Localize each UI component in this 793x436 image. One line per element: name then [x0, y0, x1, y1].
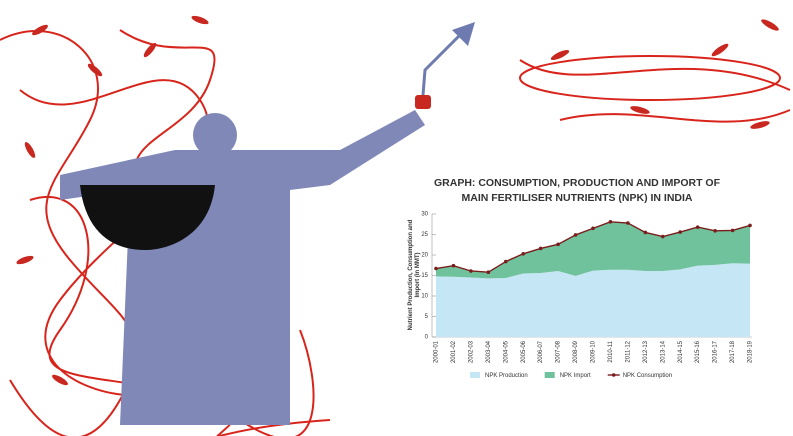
marker — [626, 221, 630, 225]
x-tick-label: 2016-17 — [713, 340, 719, 363]
marker — [434, 266, 438, 271]
x-tick-label: 2006-07 — [538, 340, 544, 363]
vine — [29, 195, 315, 436]
x-tick-label: 2007-08 — [556, 340, 562, 363]
y-tick-label: 30 — [421, 212, 428, 218]
x-tick-label: 2005-06 — [521, 340, 527, 363]
leaf — [32, 24, 48, 36]
x-tick-label: 2012-13 — [643, 340, 649, 363]
x-tick-label: 2001-02 — [451, 340, 457, 363]
x-tick-label: 2000-01 — [434, 340, 440, 363]
x-tick-label: 2015-16 — [695, 340, 701, 363]
area — [436, 221, 750, 279]
figure — [60, 22, 475, 425]
leaf — [24, 142, 36, 158]
leaf — [143, 42, 157, 58]
leaf — [761, 19, 779, 31]
x-tick-label: 2018-19 — [748, 340, 754, 363]
chart-title: GRAPH: CONSUMPTION, PRODUCTION AND IMPOR… — [433, 177, 721, 204]
y-tick-label: 5 — [425, 314, 429, 320]
marker — [486, 270, 491, 275]
legend-label: NPK Consumption — [623, 373, 672, 379]
marker — [730, 228, 735, 233]
marker — [748, 223, 752, 228]
bowl — [80, 185, 215, 250]
y-tick-label: 20 — [421, 253, 428, 259]
arrow — [421, 28, 467, 96]
y-tick-label: 25 — [421, 232, 428, 238]
legend-swatch — [470, 372, 480, 378]
leaf — [52, 374, 68, 386]
x-tick-label: 2014-15 — [678, 340, 684, 363]
leaf — [191, 15, 209, 25]
x-tick-label: 2011-12 — [625, 340, 631, 362]
x-tick-label: 2004-05 — [503, 340, 509, 363]
x-tick-label: 2013-14 — [660, 340, 666, 363]
x-tick-label: 2008-09 — [573, 340, 579, 363]
marker — [678, 230, 683, 234]
marker — [469, 269, 473, 273]
area — [436, 263, 750, 337]
head — [193, 113, 237, 157]
marker — [451, 263, 456, 268]
legend-label: NPK Import — [560, 373, 591, 379]
leaf — [87, 63, 103, 77]
y-axis-label: Nutrient Production, Consumption and Imp… — [408, 219, 421, 331]
marker — [573, 233, 578, 237]
arrow-head — [452, 22, 475, 46]
x-tick-label: 2010-11 — [608, 340, 614, 362]
vine — [519, 55, 781, 101]
marker — [591, 226, 595, 231]
legend-label: NPK Production — [485, 373, 528, 379]
x-tick-label: 2009-10 — [591, 340, 597, 363]
vine — [559, 109, 791, 123]
marker — [713, 229, 717, 233]
x-tick-label: 2017-18 — [730, 340, 736, 363]
legend-swatch — [611, 373, 616, 377]
x-tick-label: 2002-03 — [468, 340, 474, 363]
marker — [608, 219, 613, 224]
marker — [695, 225, 700, 229]
leaf — [550, 49, 570, 61]
leaves — [16, 15, 779, 386]
marker — [660, 234, 665, 239]
marker — [503, 259, 508, 264]
y-tick-label: 0 — [425, 335, 429, 341]
marker — [521, 251, 526, 256]
marker — [538, 246, 543, 251]
legend-swatch — [544, 372, 555, 378]
marker — [556, 242, 560, 247]
leaf — [630, 106, 650, 114]
x-tick-label: 2003-04 — [486, 340, 492, 363]
vine — [519, 59, 791, 91]
marker — [643, 230, 648, 235]
y-tick-label: 15 — [421, 273, 428, 279]
leaf — [711, 43, 729, 57]
seed — [415, 95, 431, 109]
y-tick-label: 10 — [421, 294, 428, 300]
body — [60, 110, 425, 425]
leaf — [750, 121, 770, 129]
leaf — [16, 255, 34, 265]
